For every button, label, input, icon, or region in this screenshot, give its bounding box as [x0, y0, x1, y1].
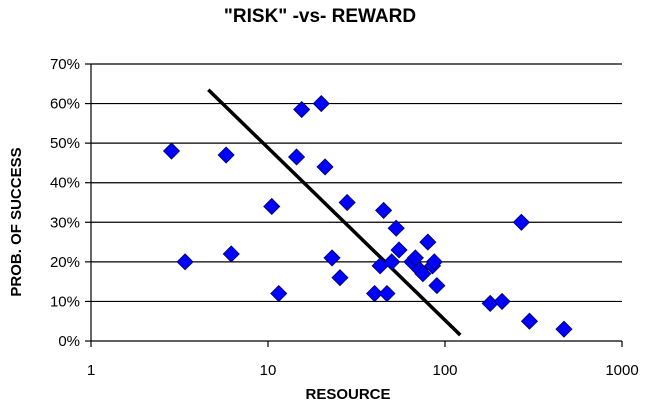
data-point: [387, 219, 405, 237]
data-point: [217, 146, 235, 164]
data-point: [419, 233, 437, 251]
data-point: [375, 201, 393, 219]
grid: [91, 63, 622, 303]
data-points: [162, 95, 573, 338]
data-point: [316, 158, 334, 176]
data-point: [293, 100, 311, 119]
data-point: [365, 284, 384, 303]
data-point: [378, 284, 396, 303]
y-tick-label: 20%: [50, 254, 80, 271]
data-point: [520, 312, 539, 330]
data-point: [176, 253, 194, 271]
data-point: [222, 245, 240, 263]
trendline: [207, 88, 462, 337]
x-tick-label: 1000: [605, 362, 638, 379]
x-axis-title: RESOURCE: [305, 386, 390, 403]
y-tick-label: 60%: [50, 96, 80, 113]
data-point: [493, 292, 511, 310]
y-tick-label: 0%: [58, 333, 80, 350]
y-tick-label: 30%: [50, 214, 80, 231]
data-point: [263, 197, 281, 216]
data-point: [428, 277, 446, 295]
data-point: [323, 249, 341, 267]
y-tick-label: 70%: [50, 56, 80, 73]
data-point: [312, 95, 330, 113]
axes: [85, 63, 623, 347]
data-point: [512, 213, 530, 231]
x-tick-label: 10: [260, 362, 277, 379]
data-point: [270, 284, 288, 303]
x-tick-label: 1: [87, 362, 95, 379]
data-point: [383, 253, 401, 271]
y-tick-label: 40%: [50, 175, 80, 192]
data-point: [331, 269, 349, 287]
y-axis-title: PROB. OF SUCCESS: [8, 147, 25, 296]
tick-labels: 0% 10% 20% 30% 40% 50% 60% 70% 1 10 100 1000: [50, 56, 639, 379]
data-point: [287, 148, 306, 166]
trendline-layer: [207, 88, 462, 337]
chart-title: "RISK" -vs- REWARD: [224, 6, 416, 27]
y-tick-label: 10%: [50, 293, 80, 310]
data-point: [162, 142, 181, 160]
data-point: [390, 241, 408, 259]
data-point: [414, 265, 432, 283]
data-point: [425, 253, 443, 271]
y-tick-label: 50%: [50, 135, 80, 152]
data-point: [338, 193, 356, 212]
data-point: [555, 320, 573, 338]
x-tick-label: 100: [432, 362, 457, 379]
